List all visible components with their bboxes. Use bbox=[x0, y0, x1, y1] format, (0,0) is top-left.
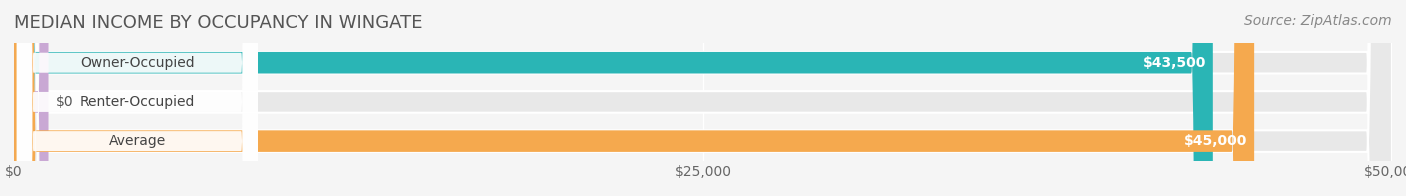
Text: $0: $0 bbox=[55, 95, 73, 109]
FancyBboxPatch shape bbox=[17, 0, 257, 196]
FancyBboxPatch shape bbox=[14, 0, 1392, 196]
FancyBboxPatch shape bbox=[14, 0, 48, 196]
Text: $43,500: $43,500 bbox=[1143, 56, 1206, 70]
Text: Owner-Occupied: Owner-Occupied bbox=[80, 56, 194, 70]
FancyBboxPatch shape bbox=[14, 0, 1392, 196]
FancyBboxPatch shape bbox=[17, 0, 257, 196]
Text: Renter-Occupied: Renter-Occupied bbox=[80, 95, 195, 109]
Text: $45,000: $45,000 bbox=[1184, 134, 1247, 148]
Text: Average: Average bbox=[108, 134, 166, 148]
Text: MEDIAN INCOME BY OCCUPANCY IN WINGATE: MEDIAN INCOME BY OCCUPANCY IN WINGATE bbox=[14, 14, 423, 32]
FancyBboxPatch shape bbox=[14, 0, 1213, 196]
Text: Source: ZipAtlas.com: Source: ZipAtlas.com bbox=[1244, 14, 1392, 28]
FancyBboxPatch shape bbox=[14, 0, 1392, 196]
FancyBboxPatch shape bbox=[17, 0, 257, 196]
FancyBboxPatch shape bbox=[14, 0, 1254, 196]
